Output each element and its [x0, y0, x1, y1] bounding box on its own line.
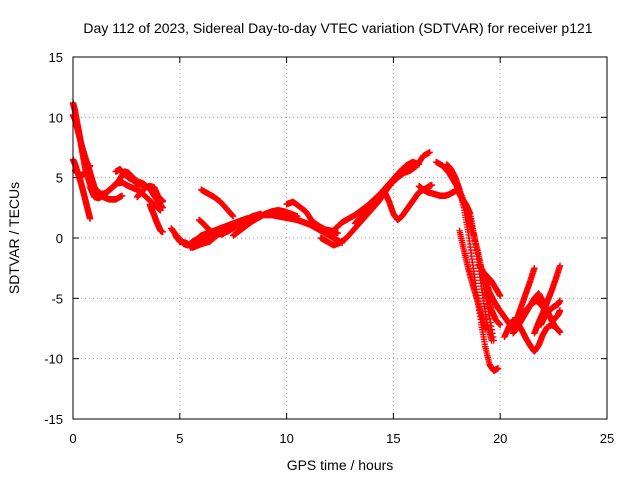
y-tick-label: 0 [56, 231, 63, 246]
y-axis-label: SDTVAR / TECUs [6, 182, 22, 294]
series-sat-af [531, 262, 564, 337]
series-sat-ae [509, 264, 538, 331]
y-tick-label: -5 [51, 291, 63, 306]
y-tick-label: 15 [49, 50, 63, 65]
series-sat-d [71, 162, 94, 179]
series-sat-h [146, 201, 166, 236]
series-sat-l [197, 186, 237, 220]
y-tick-label: -10 [44, 352, 63, 367]
data-point [426, 149, 433, 156]
y-tick-labels: -15 -10 -5 0 5 10 15 [44, 50, 63, 427]
data-point [334, 229, 342, 237]
chart-title: Day 112 of 2023, Sidereal Day-to-day VTE… [83, 20, 592, 36]
data-point [531, 264, 538, 272]
data-point [556, 262, 564, 269]
x-tick-label: 15 [386, 431, 400, 446]
x-tick-labels: 0 5 10 15 20 25 [69, 431, 614, 446]
data-point [497, 321, 504, 329]
x-tick-label: 0 [69, 431, 76, 446]
x-tick-label: 10 [279, 431, 293, 446]
data-point [428, 181, 436, 189]
series-sat-g [133, 182, 166, 205]
series-sat-m [195, 216, 220, 239]
data-point [294, 213, 301, 220]
data-point [159, 198, 166, 205]
data-point [556, 328, 564, 336]
series-sat-r [351, 159, 418, 227]
data-point [230, 213, 237, 220]
x-tick-label: 20 [493, 431, 507, 446]
y-tick-label: -15 [44, 412, 63, 427]
series-sat-y [456, 227, 489, 332]
series-sat-s [381, 181, 436, 224]
data-point [159, 204, 166, 212]
data-point [482, 325, 489, 332]
data-point [488, 337, 495, 344]
x-tick-label: 5 [176, 431, 183, 446]
data-point [494, 365, 502, 372]
plot-frame [72, 56, 608, 420]
data-point [556, 307, 564, 314]
x-axis-label: GPS time / hours [287, 457, 394, 473]
y-tick-label: 10 [49, 110, 63, 125]
grid [73, 57, 607, 419]
series-sat-n [230, 207, 301, 239]
data-point [497, 292, 504, 300]
series-sat-ag [537, 297, 564, 329]
x-tick-label: 25 [600, 431, 614, 446]
data-point [411, 159, 418, 167]
data-point [556, 297, 564, 304]
data-point [159, 228, 166, 236]
data-point [86, 215, 94, 222]
series-sat-aa [475, 261, 504, 300]
data-point [212, 232, 220, 239]
y-tick-label: 5 [56, 171, 63, 186]
data-point [118, 192, 126, 199]
data-point [86, 162, 94, 169]
